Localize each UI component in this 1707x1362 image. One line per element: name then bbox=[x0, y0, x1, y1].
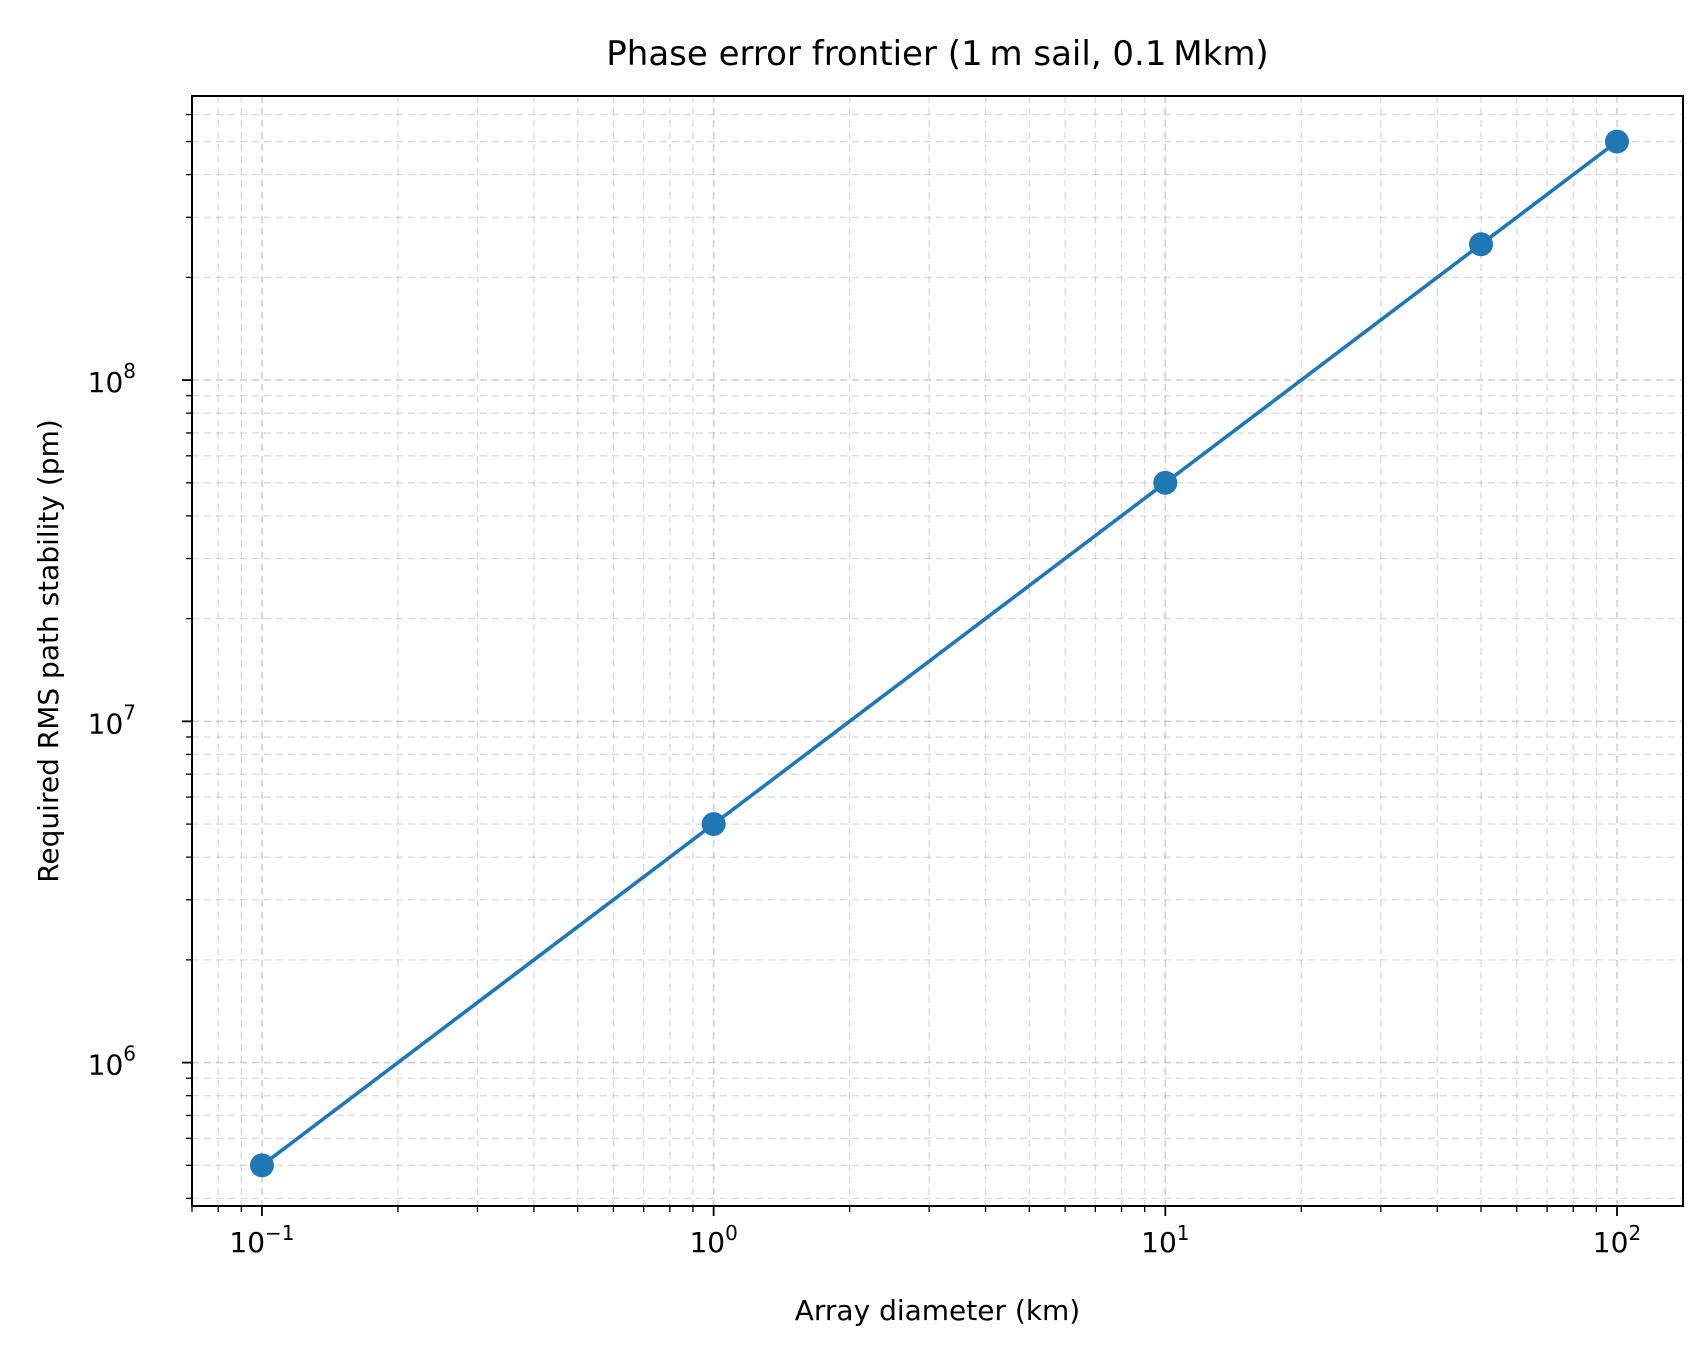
tick-layer: 10−1 100 101 102 106 107 108 bbox=[88, 113, 1641, 1259]
chart-title: Phase error frontier (1 m sail, 0.1 Mkm) bbox=[606, 34, 1268, 74]
series-layer bbox=[249, 129, 1629, 1178]
y-axis-label: Required RMS path stability (pm) bbox=[32, 419, 65, 883]
y-tick-label: 106 bbox=[88, 1042, 136, 1082]
data-point bbox=[1153, 470, 1178, 495]
y-tick-label: 108 bbox=[88, 359, 136, 399]
x-tick-label: 100 bbox=[689, 1221, 737, 1259]
x-axis-label: Array diameter (km) bbox=[795, 1294, 1080, 1327]
y-tick-label: 107 bbox=[88, 700, 136, 740]
x-tick-label: 101 bbox=[1141, 1221, 1189, 1259]
x-tick-label: 10−1 bbox=[229, 1221, 294, 1259]
grid-layer bbox=[191, 96, 1683, 1206]
data-point bbox=[1604, 129, 1629, 154]
data-point bbox=[701, 812, 726, 837]
data-point bbox=[249, 1153, 274, 1178]
plot-frame bbox=[191, 95, 1684, 1207]
x-tick-label: 102 bbox=[1593, 1221, 1641, 1259]
data-point bbox=[1469, 232, 1494, 257]
